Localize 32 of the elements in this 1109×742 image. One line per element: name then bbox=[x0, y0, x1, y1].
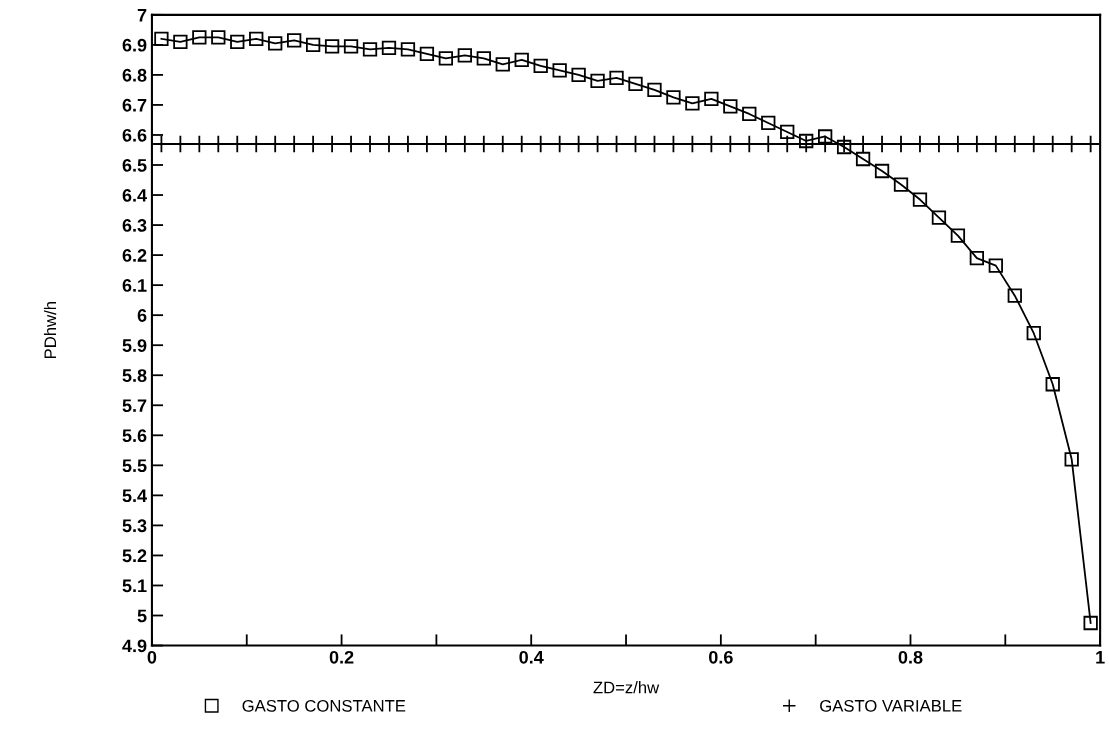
y-tick-label: 5.1 bbox=[122, 579, 147, 593]
x-tick-label: 0.8 bbox=[898, 650, 923, 664]
y-tick-label: 4.9 bbox=[122, 639, 147, 653]
x-tick-label: 0.6 bbox=[709, 650, 733, 664]
y-tick-label: 5.8 bbox=[122, 369, 147, 382]
y-tick-label: 6.6 bbox=[122, 128, 147, 142]
y-tick-label: 5.7 bbox=[122, 399, 147, 412]
y-tick-label: 5.6 bbox=[122, 429, 147, 443]
y-tick-label: 6.8 bbox=[122, 68, 147, 82]
y-tick-label: 5.2 bbox=[122, 549, 147, 563]
y-axis-title: PDhw/h bbox=[43, 302, 57, 358]
y-tick-label: 5.9 bbox=[122, 339, 147, 352]
y-tick-label: 5.4 bbox=[122, 489, 147, 503]
x-axis-title: ZD=z/hw bbox=[593, 681, 660, 694]
y-tick-label: 6.3 bbox=[122, 219, 147, 232]
y-tick-label: 6.5 bbox=[122, 158, 147, 172]
y-tick-label: 5 bbox=[137, 609, 147, 623]
y-tick-label: 7 bbox=[137, 8, 147, 22]
y-tick-label: 6 bbox=[137, 309, 147, 322]
y-tick-label: 5.3 bbox=[122, 519, 147, 533]
y-tick-label: 5.5 bbox=[122, 459, 147, 473]
legend-label: GASTO CONSTANTE bbox=[242, 699, 406, 712]
x-tick-label: 0.2 bbox=[329, 650, 354, 664]
x-tick-label: 1 bbox=[1096, 651, 1105, 664]
y-tick-label: 6.9 bbox=[122, 38, 147, 52]
y-tick-label: 6.1 bbox=[122, 279, 147, 292]
y-tick-label: 6.4 bbox=[122, 188, 147, 202]
x-tick-label: 0 bbox=[147, 650, 157, 664]
y-tick-label: 6.7 bbox=[122, 98, 147, 112]
x-tick-label: 0.4 bbox=[519, 650, 544, 664]
y-tick-label: 6.2 bbox=[122, 249, 147, 262]
legend-label: GASTO VARIABLE bbox=[820, 699, 962, 712]
